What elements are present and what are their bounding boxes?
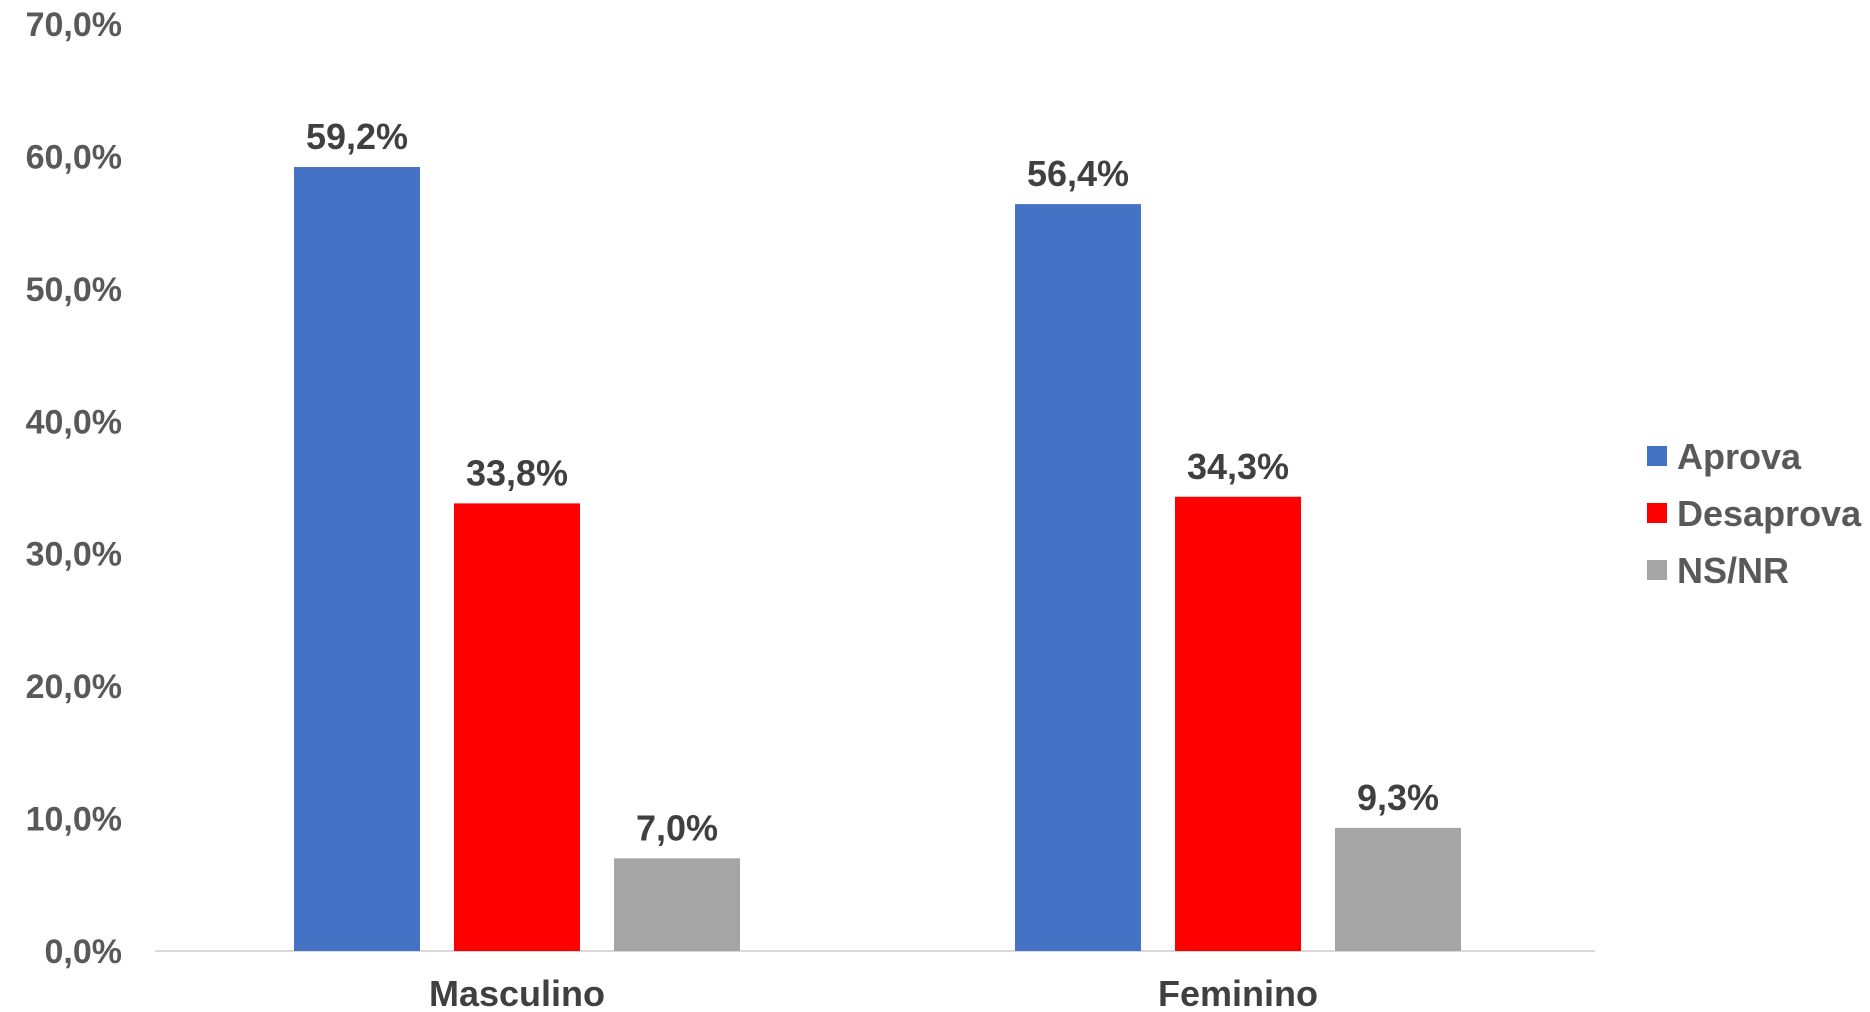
data-label: 7,0%: [636, 807, 718, 848]
bar-desaprova-masculino: [454, 503, 580, 951]
legend-swatch: [1647, 560, 1667, 580]
y-tick-label: 50,0%: [26, 271, 122, 309]
y-tick-label: 10,0%: [26, 801, 122, 839]
data-label: 9,3%: [1357, 777, 1439, 818]
data-label: 59,2%: [306, 116, 408, 157]
legend-swatch: [1647, 503, 1667, 523]
bar-ns-nr-feminino: [1335, 828, 1461, 951]
y-tick-label: 70,0%: [26, 6, 122, 44]
data-label: 34,3%: [1187, 446, 1289, 487]
bar-aprova-masculino: [294, 167, 420, 951]
legend-swatch: [1647, 446, 1667, 466]
legend-label: Desaprova: [1677, 493, 1862, 534]
data-label: 56,4%: [1027, 153, 1129, 194]
y-tick-label: 20,0%: [26, 668, 122, 706]
category-label: Feminino: [1158, 973, 1318, 1012]
data-label: 33,8%: [466, 452, 568, 493]
legend: Aprova Desaprova NS/NR: [1647, 436, 1862, 591]
y-axis-ticks: 0,0% 10,0% 20,0% 30,0% 40,0% 50,0% 60,0% 70,0%: [26, 6, 122, 971]
y-tick-label: 60,0%: [26, 138, 122, 176]
y-tick-label: 0,0%: [45, 933, 123, 971]
legend-label: Aprova: [1677, 436, 1802, 477]
bar-desaprova-feminino: [1175, 497, 1301, 951]
y-tick-label: 40,0%: [26, 403, 122, 441]
bars: [294, 167, 1461, 951]
bar-ns-nr-masculino: [614, 858, 740, 951]
legend-label: NS/NR: [1677, 550, 1789, 591]
x-axis-category-labels: Masculino Feminino: [429, 973, 1318, 1012]
y-tick-label: 30,0%: [26, 536, 122, 574]
bar-aprova-feminino: [1015, 204, 1141, 951]
category-label: Masculino: [429, 973, 605, 1012]
